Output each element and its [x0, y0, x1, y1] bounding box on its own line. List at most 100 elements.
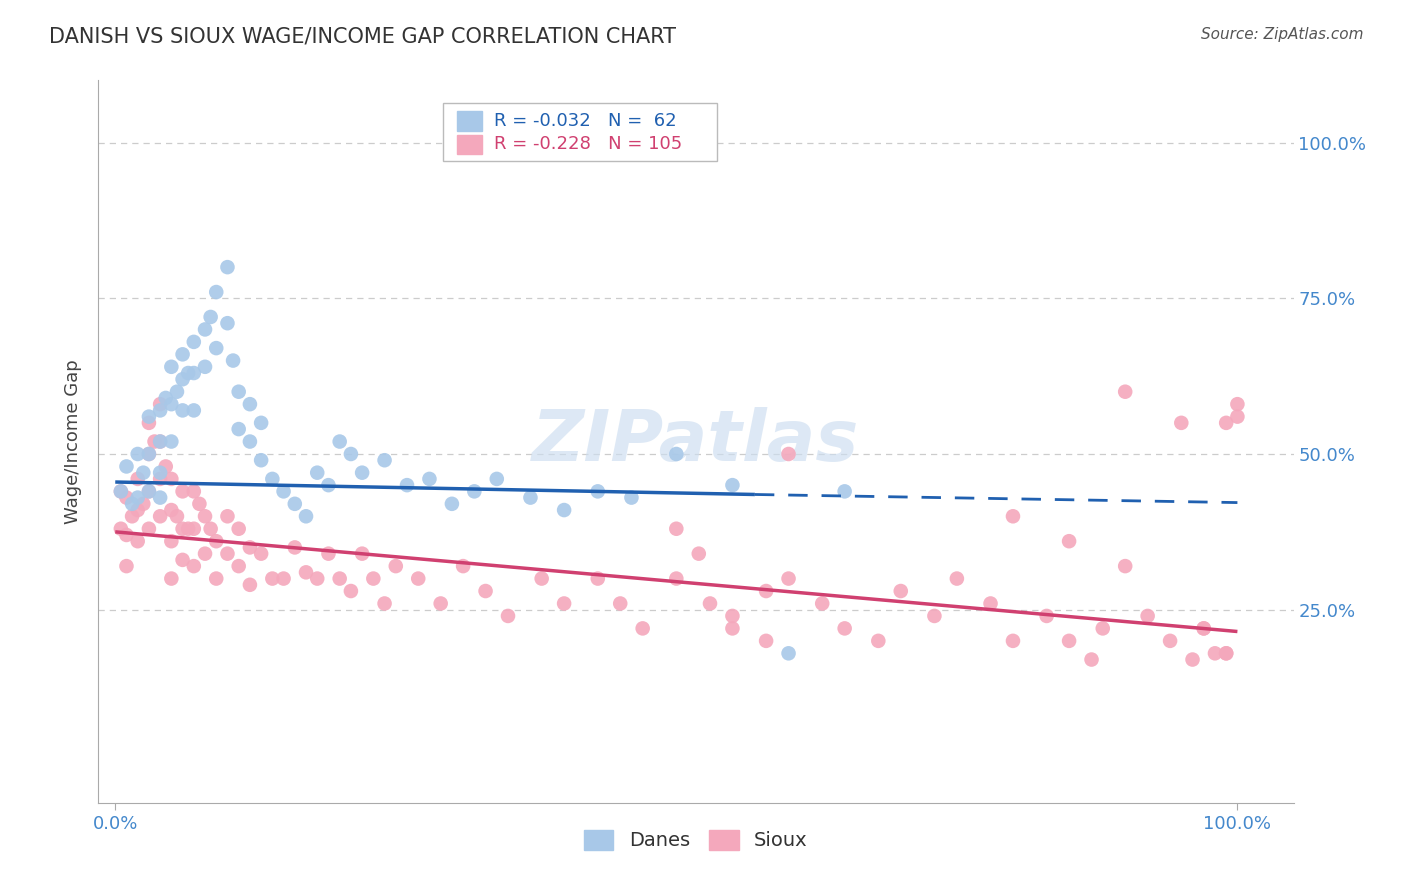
Point: [138, 484, 160, 499]
Point: [406, 572, 429, 586]
Point: [609, 597, 631, 611]
Point: [385, 559, 408, 574]
Point: [200, 310, 222, 324]
Point: [1215, 646, 1237, 660]
Point: [1170, 416, 1192, 430]
Point: [620, 491, 643, 505]
Point: [138, 484, 160, 499]
Point: [149, 491, 172, 505]
Point: [183, 366, 205, 380]
Point: [374, 597, 396, 611]
Point: [172, 403, 194, 417]
Point: [138, 447, 160, 461]
Legend: Danes, Sioux: Danes, Sioux: [576, 822, 815, 858]
Point: [262, 572, 284, 586]
Point: [183, 334, 205, 349]
Point: [374, 453, 396, 467]
Point: [149, 434, 172, 449]
Point: [352, 547, 374, 561]
Point: [755, 584, 778, 599]
Point: [834, 484, 856, 499]
Point: [160, 503, 183, 517]
Point: [160, 572, 183, 586]
Text: DANISH VS SIOUX WAGE/INCOME GAP CORRELATION CHART: DANISH VS SIOUX WAGE/INCOME GAP CORRELAT…: [49, 27, 676, 46]
Point: [222, 353, 245, 368]
Point: [811, 597, 834, 611]
Point: [121, 509, 143, 524]
Point: [166, 384, 188, 399]
Point: [172, 347, 194, 361]
Point: [127, 534, 149, 549]
Point: [778, 646, 800, 660]
Point: [755, 633, 778, 648]
Point: [665, 447, 688, 461]
Point: [530, 572, 553, 586]
Point: [1001, 509, 1024, 524]
Point: [160, 397, 183, 411]
Point: [132, 466, 155, 480]
Point: [295, 566, 318, 580]
Point: [250, 453, 273, 467]
Point: [890, 584, 912, 599]
Point: [352, 466, 374, 480]
Point: [121, 497, 143, 511]
Point: [721, 609, 744, 624]
Point: [721, 478, 744, 492]
Point: [217, 509, 239, 524]
Point: [418, 472, 440, 486]
Point: [177, 366, 200, 380]
Point: [183, 559, 205, 574]
Point: [318, 547, 340, 561]
Point: [1035, 609, 1057, 624]
Point: [1226, 397, 1249, 411]
Point: [553, 503, 575, 517]
Point: [1159, 633, 1181, 648]
Point: [1192, 621, 1215, 635]
Point: [329, 572, 352, 586]
Point: [1057, 534, 1080, 549]
Point: [699, 597, 721, 611]
Y-axis label: Wage/Income Gap: Wage/Income Gap: [65, 359, 83, 524]
Point: [205, 285, 228, 299]
Point: [946, 572, 969, 586]
Point: [440, 497, 463, 511]
Point: [553, 597, 575, 611]
Point: [665, 572, 688, 586]
Point: [273, 484, 295, 499]
Point: [273, 572, 295, 586]
Point: [217, 260, 239, 274]
Point: [496, 609, 519, 624]
Text: R = -0.228   N = 105: R = -0.228 N = 105: [494, 136, 682, 153]
Point: [239, 541, 262, 555]
Point: [217, 547, 239, 561]
Point: [239, 434, 262, 449]
Point: [149, 466, 172, 480]
Point: [474, 584, 496, 599]
Point: [586, 572, 609, 586]
Point: [284, 497, 307, 511]
Point: [110, 484, 132, 499]
Point: [115, 528, 138, 542]
Point: [138, 409, 160, 424]
Text: ZIPatlas: ZIPatlas: [533, 407, 859, 476]
Point: [194, 547, 217, 561]
Point: [194, 509, 217, 524]
Point: [194, 322, 217, 336]
Point: [924, 609, 946, 624]
Point: [143, 434, 166, 449]
Point: [149, 403, 172, 417]
Point: [1215, 416, 1237, 430]
Point: [318, 478, 340, 492]
Point: [284, 541, 307, 555]
Point: [262, 472, 284, 486]
Point: [395, 478, 418, 492]
Point: [228, 422, 250, 436]
Point: [138, 447, 160, 461]
Point: [239, 578, 262, 592]
Point: [132, 497, 155, 511]
Point: [160, 534, 183, 549]
Point: [205, 572, 228, 586]
Point: [127, 472, 149, 486]
Point: [688, 547, 710, 561]
Point: [1226, 409, 1249, 424]
